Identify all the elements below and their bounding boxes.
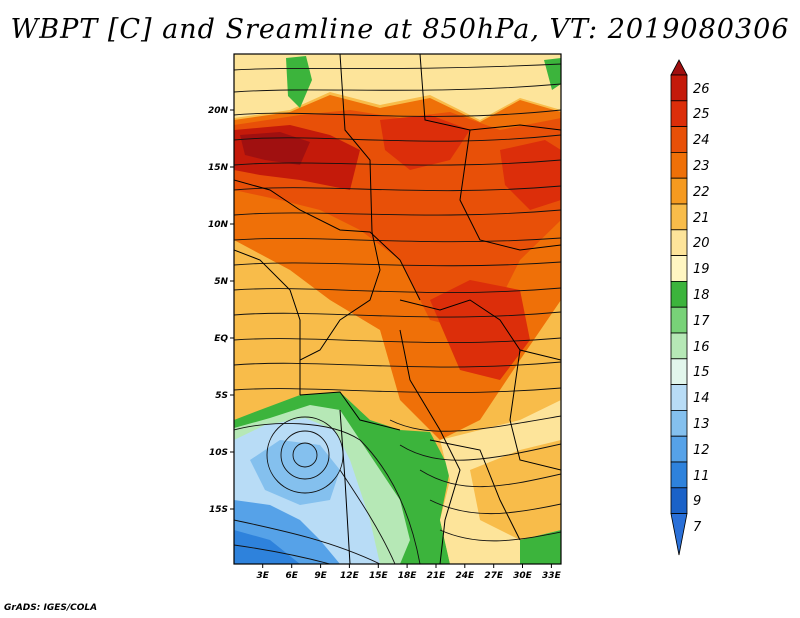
colorbar-label: 9 [693,494,701,509]
colorbar-label: 24 [693,133,710,148]
colorbar-segment [670,100,688,128]
x-tick-label: 30E [513,571,533,581]
y-tick-label: 15S [209,505,228,515]
colorbar-segment [670,435,688,463]
colorbar-label: 14 [693,391,710,406]
colorbar-label: 25 [693,107,710,122]
plot-frame [233,53,562,565]
x-axis: 3E 6E 9E 12E 15E 18E 21E 24E 27E 30E 33E [256,564,562,581]
colorbar-segment [670,126,688,153]
colorbar: 26 25 24 23 22 21 20 19 18 17 16 15 14 1… [670,59,710,556]
wbpt-shading [234,54,561,564]
plot-title: WBPT [C] and Sreamline at 850hPa, VT: 20… [10,14,790,45]
colorbar-segment [670,384,688,411]
x-tick-label: 18E [398,571,418,581]
x-tick-label: 27E [484,571,504,581]
colorbar-label: 19 [693,262,710,277]
country-borders [234,54,561,564]
x-tick-label: 3E [256,571,269,581]
colorbar-segment [670,74,688,102]
colorbar-segment [670,409,688,437]
x-tick-label: 6E [285,571,298,581]
x-tick-label: 12E [340,571,360,581]
colorbar-segment [670,358,688,385]
x-tick-label: 21E [427,571,447,581]
y-tick-label: 5S [215,391,228,401]
colorbar-segment [670,229,688,257]
colorbar-label: 21 [693,211,710,226]
colorbar-label: 7 [693,520,702,535]
colorbar-top-arrow [670,59,688,76]
colorbar-label: 12 [693,443,710,458]
colorbar-segment [670,461,688,489]
colorbar-segment [670,332,688,360]
colorbar-label: 26 [693,82,710,97]
streamlines [234,63,561,564]
colorbar-label: 18 [693,288,710,303]
grads-credit: GrADS: IGES/COLA [4,603,98,613]
colorbar-label: 16 [693,340,710,355]
colorbar-segment [670,151,688,179]
y-tick-label: 20N [208,106,229,116]
colorbar-label: 23 [693,159,710,174]
y-tick-label: EQ [214,334,228,344]
colorbar-segment [670,255,688,282]
colorbar-label: 15 [693,365,710,380]
colorbar-label: 17 [693,314,710,329]
colorbar-bottom-arrow [670,513,688,556]
x-tick-label: 15E [369,571,389,581]
colorbar-label: 20 [693,236,710,251]
y-tick-label: 10S [209,448,228,458]
x-tick-label: 9E [314,571,327,581]
x-tick-label: 24E [455,571,475,581]
colorbar-segment [670,306,688,334]
colorbar-segment [670,203,688,231]
colorbar-label: 22 [693,185,710,200]
y-tick-label: 15N [208,163,229,173]
y-tick-label: 5N [214,277,228,287]
colorbar-segment [670,280,688,308]
x-tick-label: 33E [542,571,562,581]
y-tick-label: 10N [208,220,229,230]
colorbar-label: 11 [693,469,710,484]
y-axis: 20N 15N 10N 5N EQ 5S 10S 15S [208,106,234,515]
colorbar-segment [670,177,688,205]
colorbar-segment [670,487,688,514]
colorbar-label: 13 [693,417,710,432]
